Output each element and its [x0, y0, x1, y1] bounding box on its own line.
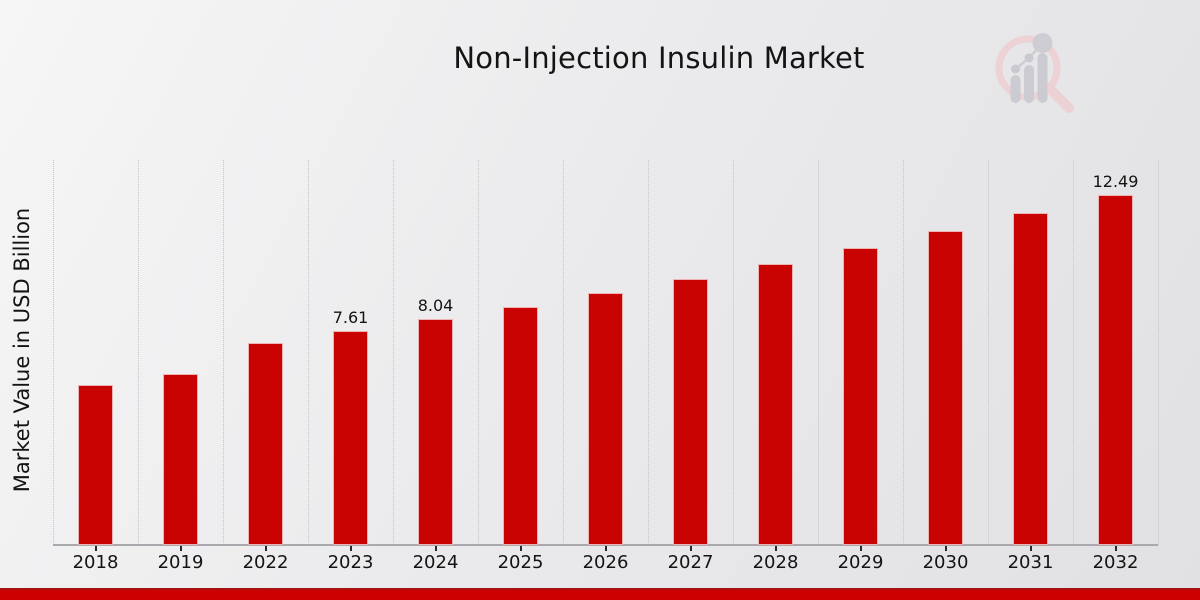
bar-2029 [843, 248, 878, 545]
bar-2025 [503, 307, 538, 545]
bar-2030 [928, 231, 963, 545]
x-tick-label-2032: 2032 [1092, 552, 1139, 573]
x-tick-label-2028: 2028 [752, 552, 799, 573]
x-tick-label-2024: 2024 [412, 552, 459, 573]
vertical-gridline [138, 160, 139, 545]
x-tick-label-2018: 2018 [72, 552, 119, 573]
x-axis-tick [94, 546, 97, 551]
vertical-gridline [733, 160, 734, 545]
x-tick-label-2023: 2023 [327, 552, 374, 573]
vertical-gridline [988, 160, 989, 545]
x-tick-label-2026: 2026 [582, 552, 629, 573]
bar-2031 [1013, 213, 1048, 545]
x-axis-tick [179, 546, 182, 551]
x-axis-tick [519, 546, 522, 551]
vertical-gridline [1073, 160, 1074, 545]
x-axis-tick [1114, 546, 1117, 551]
bar-2032 [1098, 195, 1133, 545]
bar-2019 [163, 374, 198, 545]
x-axis-line [53, 544, 1158, 546]
x-tick-label-2019: 2019 [157, 552, 204, 573]
x-axis-tick [604, 546, 607, 551]
magnifier-bar-chart-logo-icon [995, 33, 1074, 113]
x-axis-tick [264, 546, 267, 551]
bar-2026 [588, 293, 623, 545]
bar-2028 [758, 264, 793, 545]
footer-accent-bar [0, 588, 1200, 600]
x-tick-label-2031: 2031 [1007, 552, 1054, 573]
chart-title: Non-Injection Insulin Market [453, 41, 865, 75]
vertical-gridline [648, 160, 649, 545]
vertical-gridline [53, 160, 54, 545]
bar-2027 [673, 279, 708, 545]
bar-2018 [78, 385, 113, 545]
vertical-gridline [903, 160, 904, 545]
data-label-2032: 12.49 [1092, 172, 1139, 191]
x-axis-tick [774, 546, 777, 551]
vertical-gridline [563, 160, 564, 545]
x-tick-label-2025: 2025 [497, 552, 544, 573]
x-axis-tick [859, 546, 862, 551]
vertical-gridline [478, 160, 479, 545]
x-axis-tick [1029, 546, 1032, 551]
vertical-gridline [818, 160, 819, 545]
vertical-gridline [1158, 160, 1159, 545]
x-tick-label-2027: 2027 [667, 552, 714, 573]
bar-2022 [248, 343, 283, 545]
x-axis-tick [689, 546, 692, 551]
vertical-gridline [223, 160, 224, 545]
x-axis-tick [944, 546, 947, 551]
vertical-gridline [393, 160, 394, 545]
bar-2024 [418, 319, 453, 545]
x-axis-tick [434, 546, 437, 551]
data-label-2024: 8.04 [417, 296, 454, 315]
vertical-gridline [308, 160, 309, 545]
x-axis-tick [349, 546, 352, 551]
data-label-2023: 7.61 [332, 308, 369, 327]
x-tick-label-2030: 2030 [922, 552, 969, 573]
bar-2023 [333, 331, 368, 545]
x-tick-label-2029: 2029 [837, 552, 884, 573]
x-tick-label-2022: 2022 [242, 552, 289, 573]
